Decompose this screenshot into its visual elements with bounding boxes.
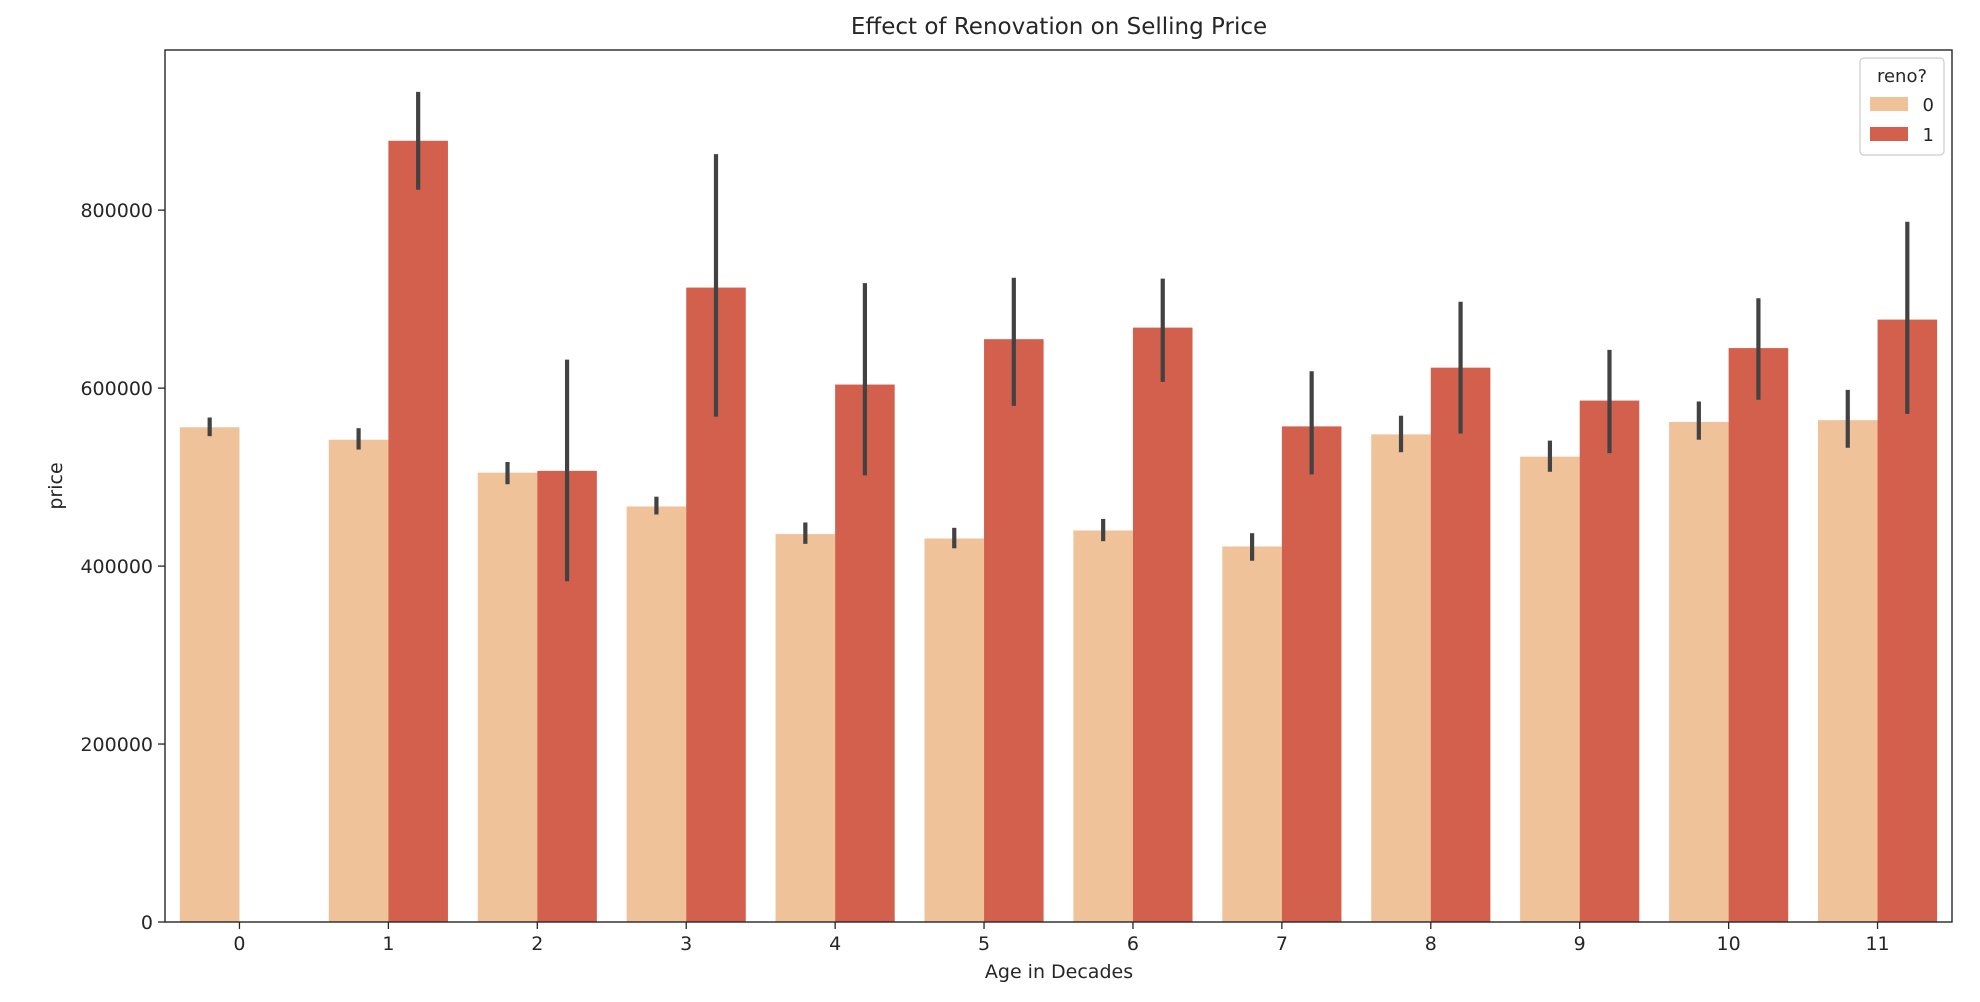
- x-tick-label: 5: [978, 933, 990, 955]
- bar-reno-1-decade-1: [388, 140, 448, 922]
- y-tick-label: 200000: [80, 734, 153, 756]
- bar-reno-0-decade-8: [1371, 434, 1431, 922]
- x-tick-label: 0: [233, 933, 245, 955]
- bar-reno-1-decade-9: [1579, 400, 1640, 923]
- legend-title: reno?: [1877, 66, 1927, 87]
- x-tick-label: 1: [382, 933, 394, 955]
- legend-swatch-1: [1870, 127, 1908, 141]
- x-tick-label: 10: [1717, 933, 1741, 955]
- y-tick-label: 800000: [80, 200, 153, 222]
- bar-reno-0-decade-3: [626, 506, 687, 922]
- bar-reno-0-decade-2: [477, 472, 538, 922]
- bar-reno-0-decade-4: [775, 534, 836, 922]
- y-axis-label: price: [45, 462, 67, 509]
- bar-reno-1-decade-10: [1728, 348, 1789, 923]
- y-tick-label: 400000: [80, 556, 153, 578]
- legend: reno? 0 1: [1859, 57, 1945, 156]
- x-tick-label: 2: [531, 933, 543, 955]
- bar-reno-1-decade-8: [1430, 367, 1491, 922]
- bar-reno-0-decade-10: [1669, 421, 1729, 922]
- bar-reno-0-decade-1: [328, 439, 389, 922]
- x-tick-label: 9: [1574, 933, 1586, 955]
- y-axis: 0 200000 400000 600000 800000: [80, 200, 165, 934]
- error-bars-layer: [207, 91, 1910, 582]
- bar-reno-0-decade-5: [924, 538, 985, 922]
- bar-reno-0-decade-0: [179, 427, 240, 922]
- bar-reno-1-decade-6: [1132, 327, 1193, 922]
- x-axis: 0 1 2 3 4 5 6 7 8 9 10 11: [233, 922, 1890, 955]
- bar-reno-0-decade-11: [1817, 420, 1878, 922]
- bar-reno-1-decade-7: [1281, 426, 1342, 922]
- legend-swatch-0: [1870, 97, 1908, 111]
- bar-reno-1-decade-11: [1877, 319, 1938, 922]
- bar-reno-0-decade-9: [1520, 456, 1580, 922]
- x-tick-label: 3: [680, 933, 692, 955]
- bars-layer: [179, 140, 1938, 923]
- y-tick-label: 0: [141, 912, 153, 934]
- legend-label-0: 0: [1923, 95, 1934, 116]
- x-tick-label: 6: [1127, 933, 1139, 955]
- chart-title: Effect of Renovation on Selling Price: [851, 14, 1267, 40]
- x-tick-label: 8: [1425, 933, 1437, 955]
- x-tick-label: 4: [829, 933, 841, 955]
- x-axis-label: Age in Decades: [985, 961, 1133, 983]
- y-tick-label: 600000: [80, 378, 153, 400]
- bar-reno-0-decade-7: [1222, 546, 1282, 922]
- bar-reno-1-decade-5: [984, 339, 1044, 922]
- plot-frame: [164, 49, 1953, 923]
- bar-reno-0-decade-6: [1073, 530, 1133, 922]
- x-tick-label: 7: [1276, 933, 1288, 955]
- legend-label-1: 1: [1923, 125, 1934, 146]
- x-tick-label: 11: [1865, 933, 1889, 955]
